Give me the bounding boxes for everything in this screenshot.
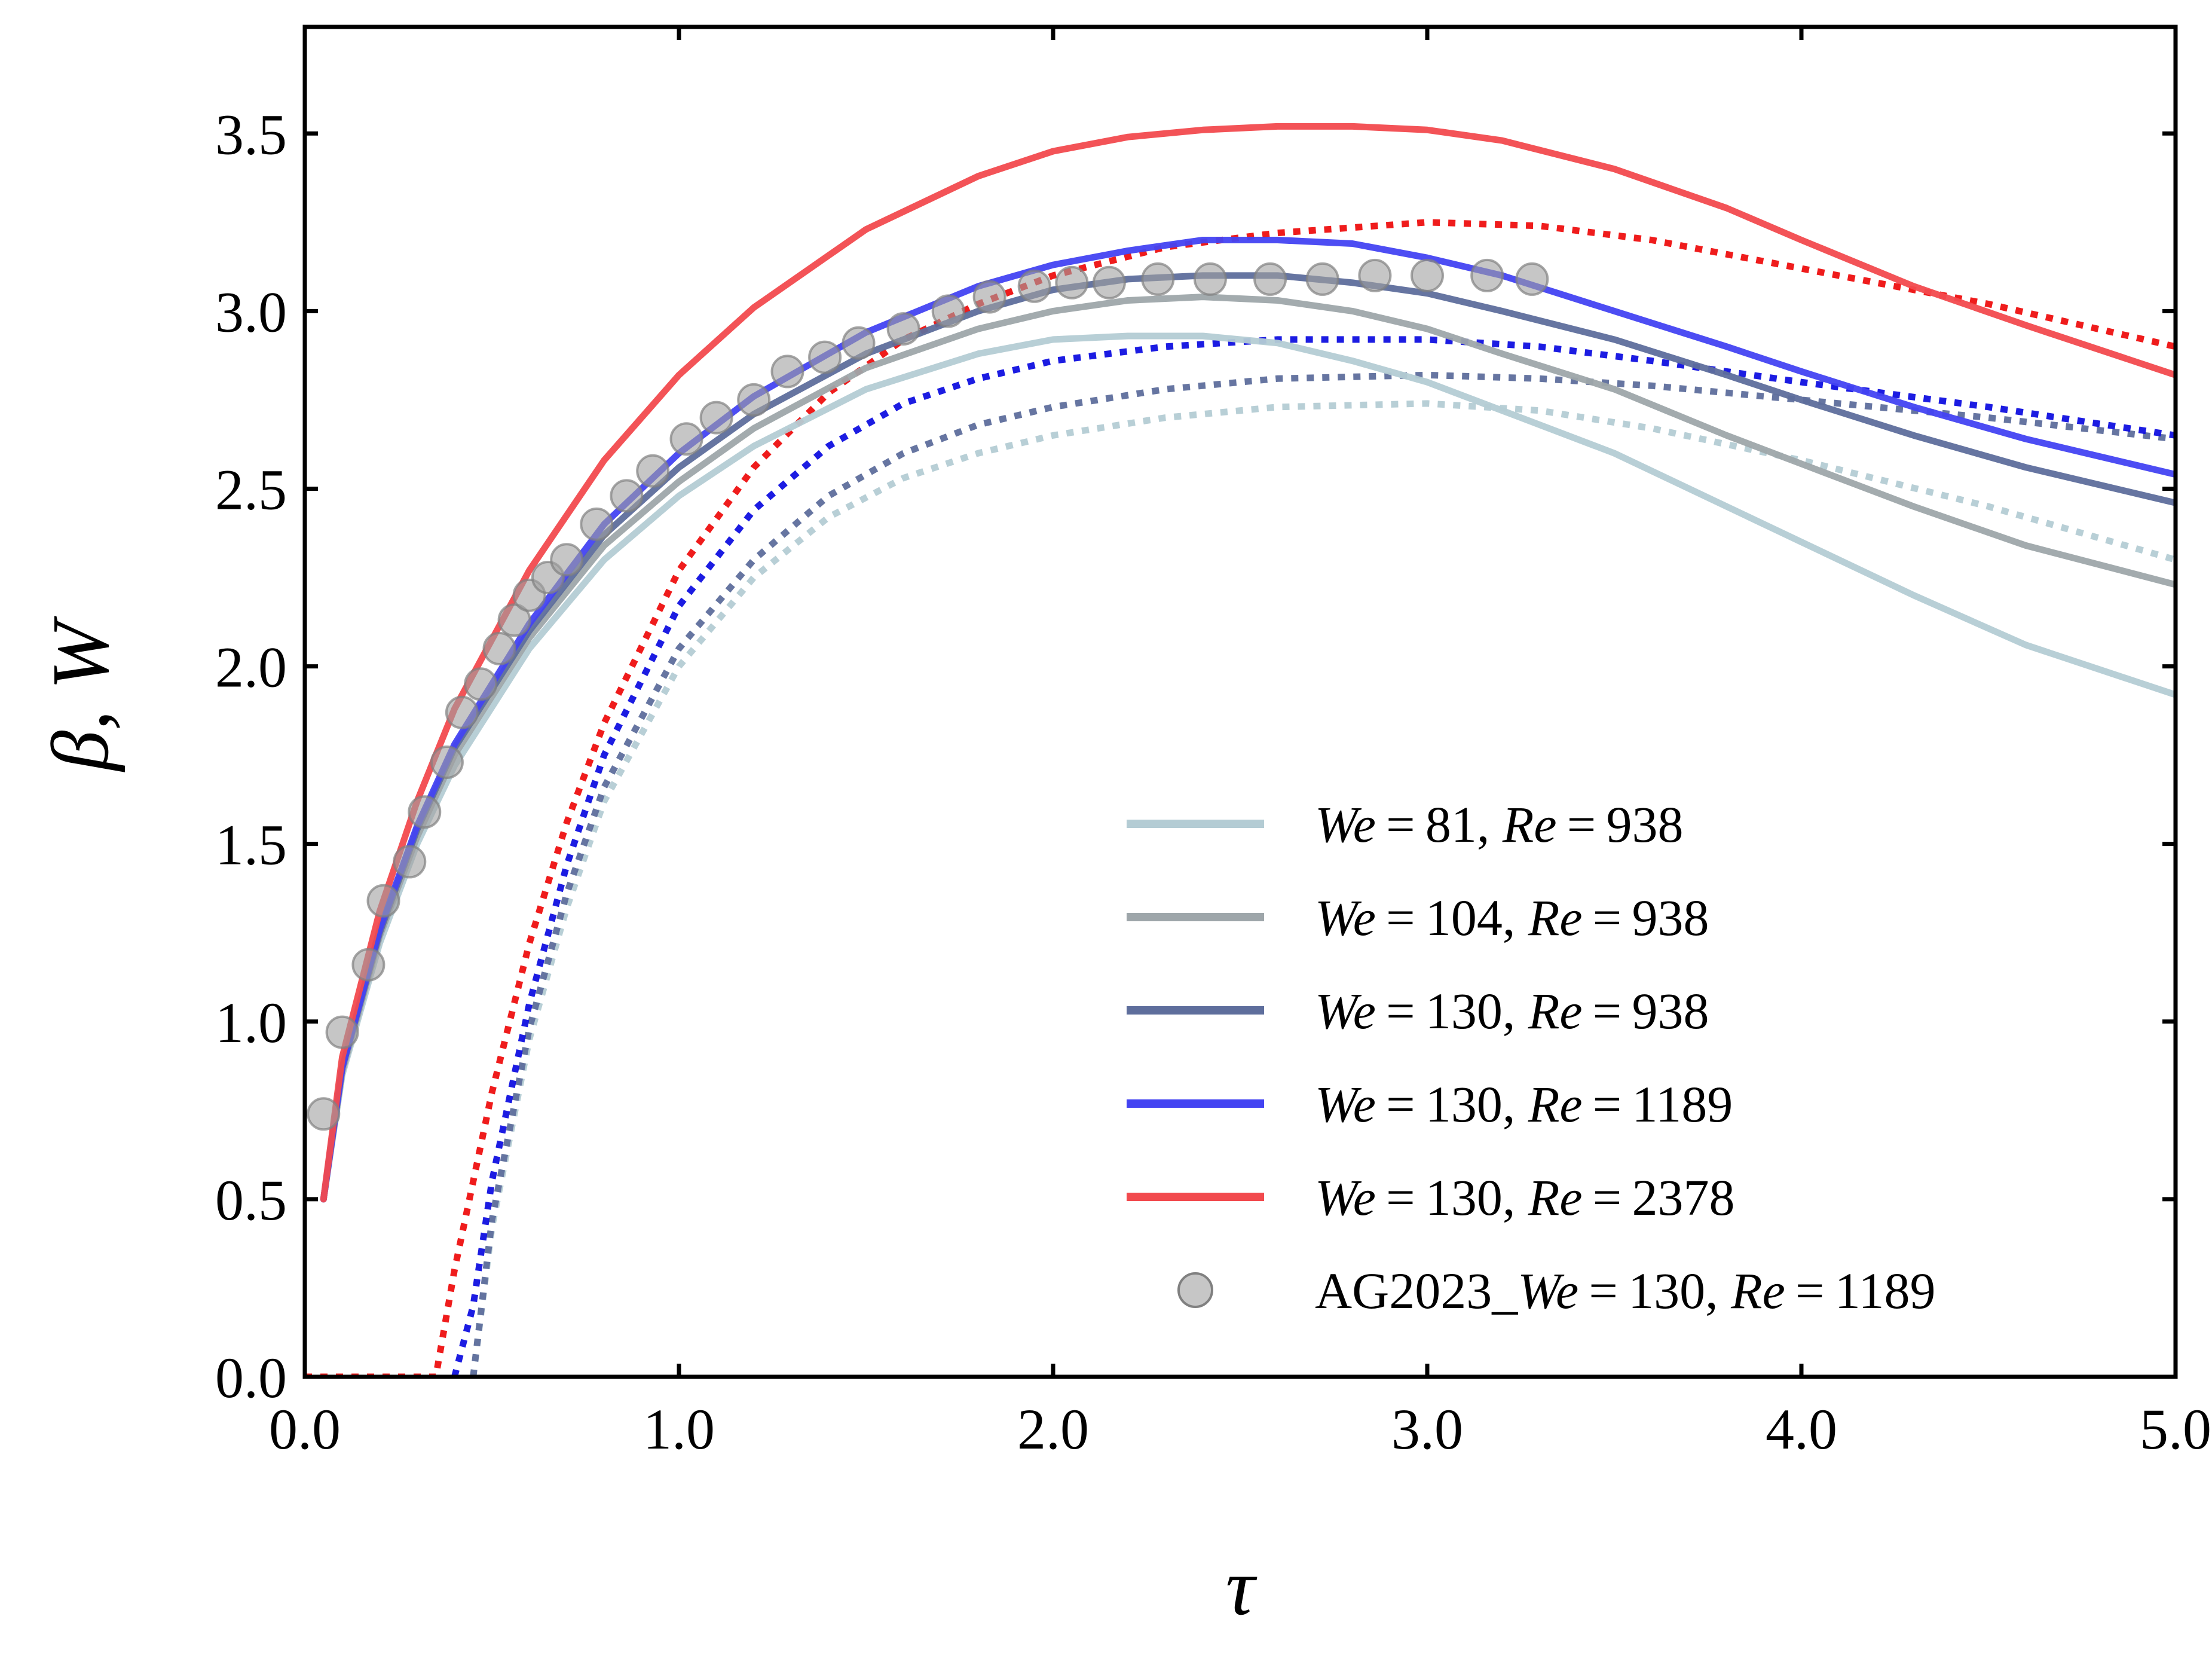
scatter-point: [1141, 262, 1175, 296]
scatter-point: [550, 543, 584, 577]
scatter-point: [770, 355, 804, 389]
scatter-point: [1358, 258, 1392, 292]
scatter-point: [351, 948, 386, 982]
scatter-point: [1515, 262, 1549, 296]
y-tick-label: 3.5: [215, 102, 287, 166]
scatter-point: [699, 401, 733, 435]
scatter-point: [366, 884, 400, 918]
legend-label: We = 130, Re = 2378: [1315, 1169, 1735, 1226]
scatter-point: [464, 667, 498, 701]
scatter-point: [610, 479, 644, 513]
series-5-dotted-line: [305, 219, 2176, 1377]
legend-label: We = 130, Re = 938: [1315, 982, 1709, 1040]
legend: We = 81, Re = 938 We = 104, Re = 938 We = …: [1127, 796, 1936, 1319]
scatter-point: [430, 745, 464, 779]
scatter-point: [1411, 258, 1444, 292]
x-tick-label: 1.0: [643, 1397, 715, 1461]
scatter-point: [1253, 262, 1287, 296]
scatter-point: [1193, 262, 1227, 296]
scatter-point: [808, 340, 842, 374]
scatter-point: [482, 631, 516, 665]
scatter-point: [408, 795, 442, 829]
series-layer: [305, 123, 2176, 1377]
plot-frame: [302, 25, 2178, 1379]
scatter-point: [972, 280, 1006, 314]
scatter-point: [842, 326, 876, 360]
scatter-point: [1055, 265, 1089, 300]
scatter-point: [669, 422, 703, 456]
series-1-dotted-line: [470, 400, 2176, 1377]
y-tick-label: 0.0: [215, 1346, 287, 1410]
scatter-point: [1017, 269, 1051, 303]
scatter-point: [636, 454, 670, 488]
scatter-point: [307, 1097, 341, 1131]
scatter-point: [931, 294, 965, 328]
legend-swatch-scatter: [1177, 1272, 1213, 1308]
scatter-point: [886, 312, 920, 346]
x-tick-label: 4.0: [1766, 1397, 1837, 1461]
y-tick-label: 0.5: [215, 1168, 287, 1232]
x-tick-label: 0.0: [269, 1397, 341, 1461]
series-5-solid-line: [320, 123, 2176, 1203]
scatter-point: [1305, 262, 1339, 296]
legend-label: We = 104, Re = 938: [1315, 889, 1709, 946]
series-4-dotted-line: [451, 336, 2176, 1377]
scatter-point: [325, 1015, 359, 1049]
y-tick-label: 3.0: [215, 280, 287, 344]
x-axis-label: τ: [1226, 1542, 1258, 1632]
scatter-point: [1470, 258, 1504, 292]
scatter-point: [393, 845, 427, 879]
scatter-point: [580, 507, 614, 541]
x-tick-label: 2.0: [1017, 1397, 1089, 1461]
y-tick-label: 2.5: [215, 457, 287, 521]
x-tick-label: 3.0: [1391, 1397, 1463, 1461]
legend-label: AG2023_We = 130, Re = 1189: [1315, 1262, 1936, 1319]
scatter-point: [497, 603, 531, 637]
y-tick-label: 1.5: [215, 813, 287, 877]
legend-label: We = 81, Re = 938: [1315, 796, 1684, 853]
scatter-point: [737, 383, 771, 417]
y-axis-label: β, W: [36, 616, 126, 773]
legend-label: We = 130, Re = 1189: [1315, 1076, 1733, 1133]
y-tick-label: 1.0: [215, 991, 287, 1055]
tick-layer: 0.0 1.0 2.0 3.0 4.0 5.0 0.0 0.5 1.0 1.5 2.0 2.5 3.0 3…: [215, 27, 2211, 1461]
y-tick-label: 2.0: [215, 635, 287, 699]
scatter-point: [1092, 265, 1126, 300]
scatter-point: [445, 695, 479, 729]
x-tick-label: 5.0: [2140, 1397, 2211, 1461]
series-3-dotted-line: [470, 371, 2176, 1377]
